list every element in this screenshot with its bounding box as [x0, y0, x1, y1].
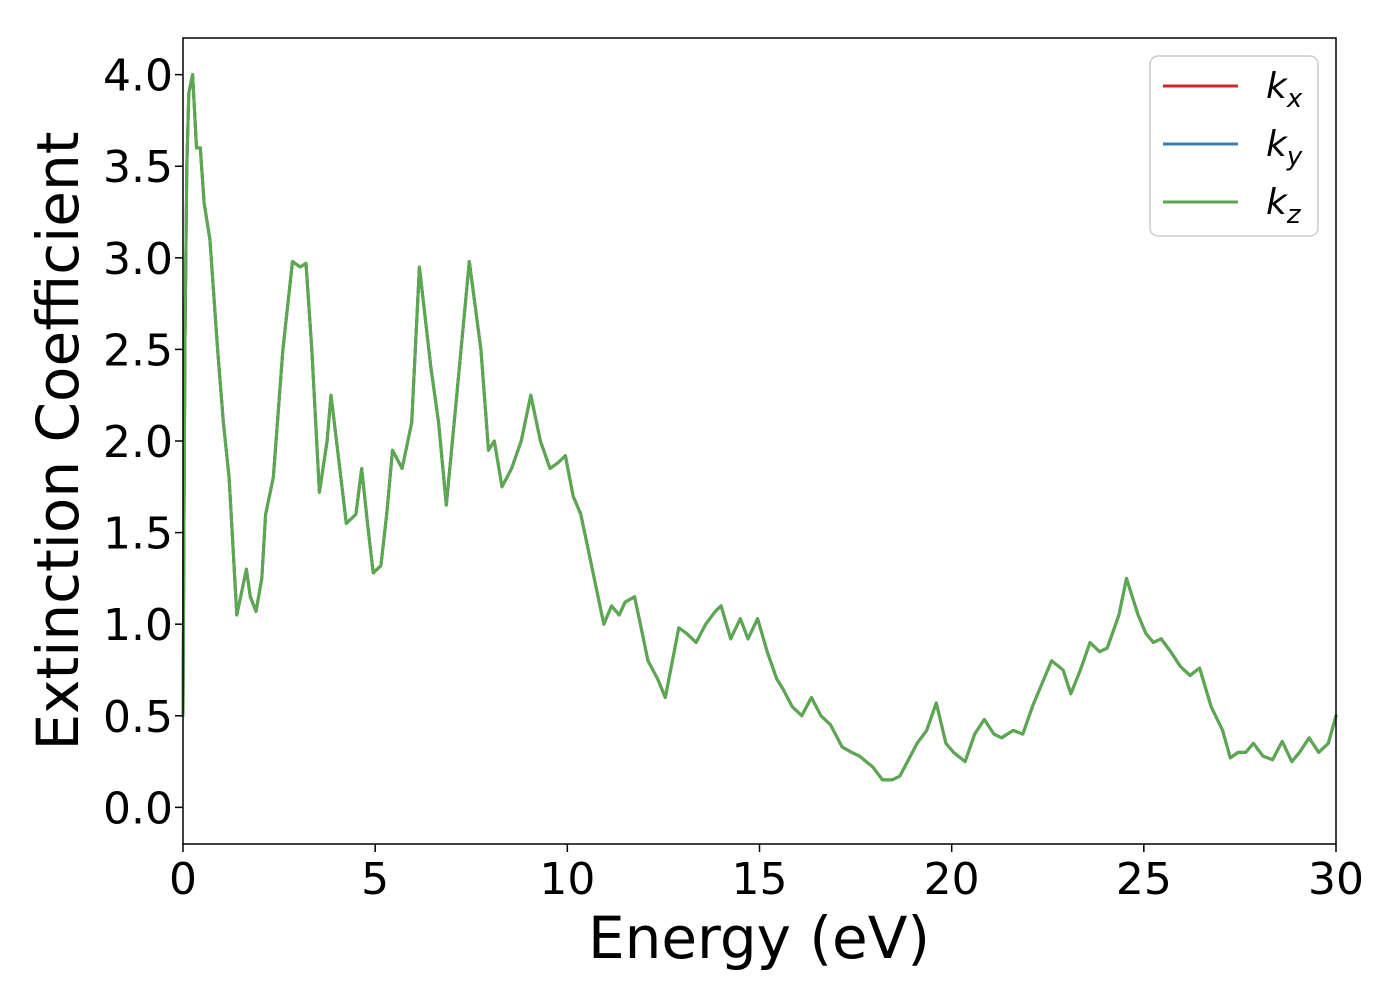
legend-label-kz: kz	[1266, 182, 1302, 230]
x-tick-label: 30	[1308, 854, 1364, 905]
y-tick-label: 1.0	[103, 600, 173, 651]
x-tick-label: 0	[169, 854, 197, 905]
legend-label-kx: kx	[1266, 66, 1303, 114]
x-axis-title: Energy (eV)	[588, 904, 930, 972]
x-tick-label: 20	[924, 854, 980, 905]
x-tick-label: 25	[1116, 854, 1172, 905]
plot-background	[183, 38, 1336, 844]
y-tick-label: 3.5	[103, 142, 173, 193]
y-tick-label: 3.0	[103, 234, 173, 285]
y-tick-label: 4.0	[103, 51, 173, 102]
y-axis-ticks: 0.0 0.5 1.0 1.5 2.0 2.5 3.0 3.5 4.0	[103, 51, 183, 834]
series-layer	[181, 73, 1338, 782]
x-tick-label: 10	[539, 854, 595, 905]
y-axis-title: Extinction Coefficient	[24, 132, 92, 751]
legend: kx ky kz	[1149, 55, 1319, 237]
y-tick-label: 0.5	[103, 692, 173, 743]
x-tick-label: 5	[361, 854, 389, 905]
x-tick-label: 15	[732, 854, 788, 905]
series-line-kz	[181, 73, 1338, 782]
legend-box	[1149, 55, 1319, 237]
x-axis-ticks: 0 5 10 15 20 25 30	[169, 844, 1364, 905]
y-tick-label: 0.0	[103, 783, 173, 834]
y-tick-label: 2.0	[103, 417, 173, 468]
legend-label-ky: ky	[1266, 124, 1303, 172]
y-tick-label: 2.5	[103, 325, 173, 376]
y-tick-label: 1.5	[103, 509, 173, 560]
legend-entries: kx ky kz	[1163, 66, 1303, 230]
